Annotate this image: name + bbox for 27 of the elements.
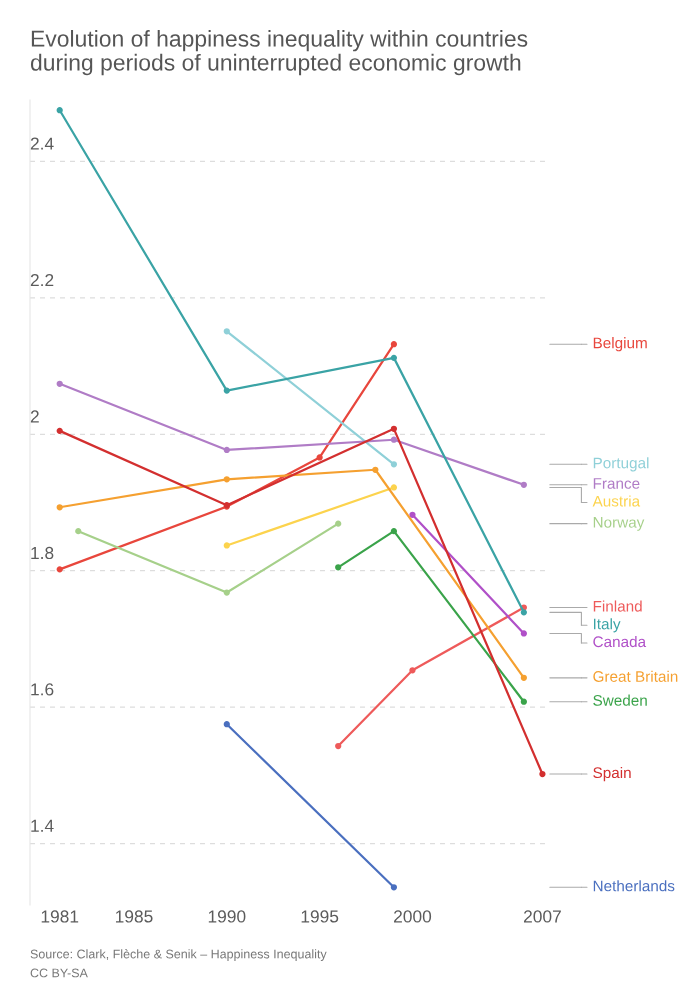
text: Portugal (593, 457, 649, 472)
text: Netherlands (593, 880, 675, 892)
text: France (593, 478, 640, 489)
text: CC BY-SA (30, 968, 88, 978)
text: Austria (592, 495, 641, 507)
source-note: Source: Clark, Flèche & Senik – Happiness Inequality (30, 949, 327, 961)
text: Spain (593, 766, 631, 782)
y-tick-label: 2.2 (30, 273, 54, 287)
text: Canada (593, 635, 647, 648)
text: Belgium (593, 337, 647, 352)
y-tick-label: 1.8 (31, 546, 54, 560)
y-tick-label: 2.4 (30, 137, 54, 150)
x-tick-label: 1985 (115, 910, 153, 923)
x-tick-label: 1990 (208, 910, 246, 923)
x-tick-label: 2000 (394, 910, 432, 923)
x-tick-label: 1995 (301, 910, 339, 923)
y-tick-label: 2 (30, 410, 39, 423)
y-tick-label: 1.6 (31, 683, 54, 696)
x-tick-label: 1981 (41, 910, 79, 923)
chart-title: Evolution of happiness inequality within countries during periods of uninterrupted economic growth (30, 30, 528, 76)
text: Great Britain (593, 670, 678, 682)
x-tick-label: 2007 (523, 910, 561, 923)
text: Sweden (593, 694, 647, 706)
y-tick-label: 1.4 (31, 819, 54, 832)
text: Italy (593, 618, 621, 633)
text: Norway (593, 517, 645, 531)
text: Finland (593, 600, 642, 612)
